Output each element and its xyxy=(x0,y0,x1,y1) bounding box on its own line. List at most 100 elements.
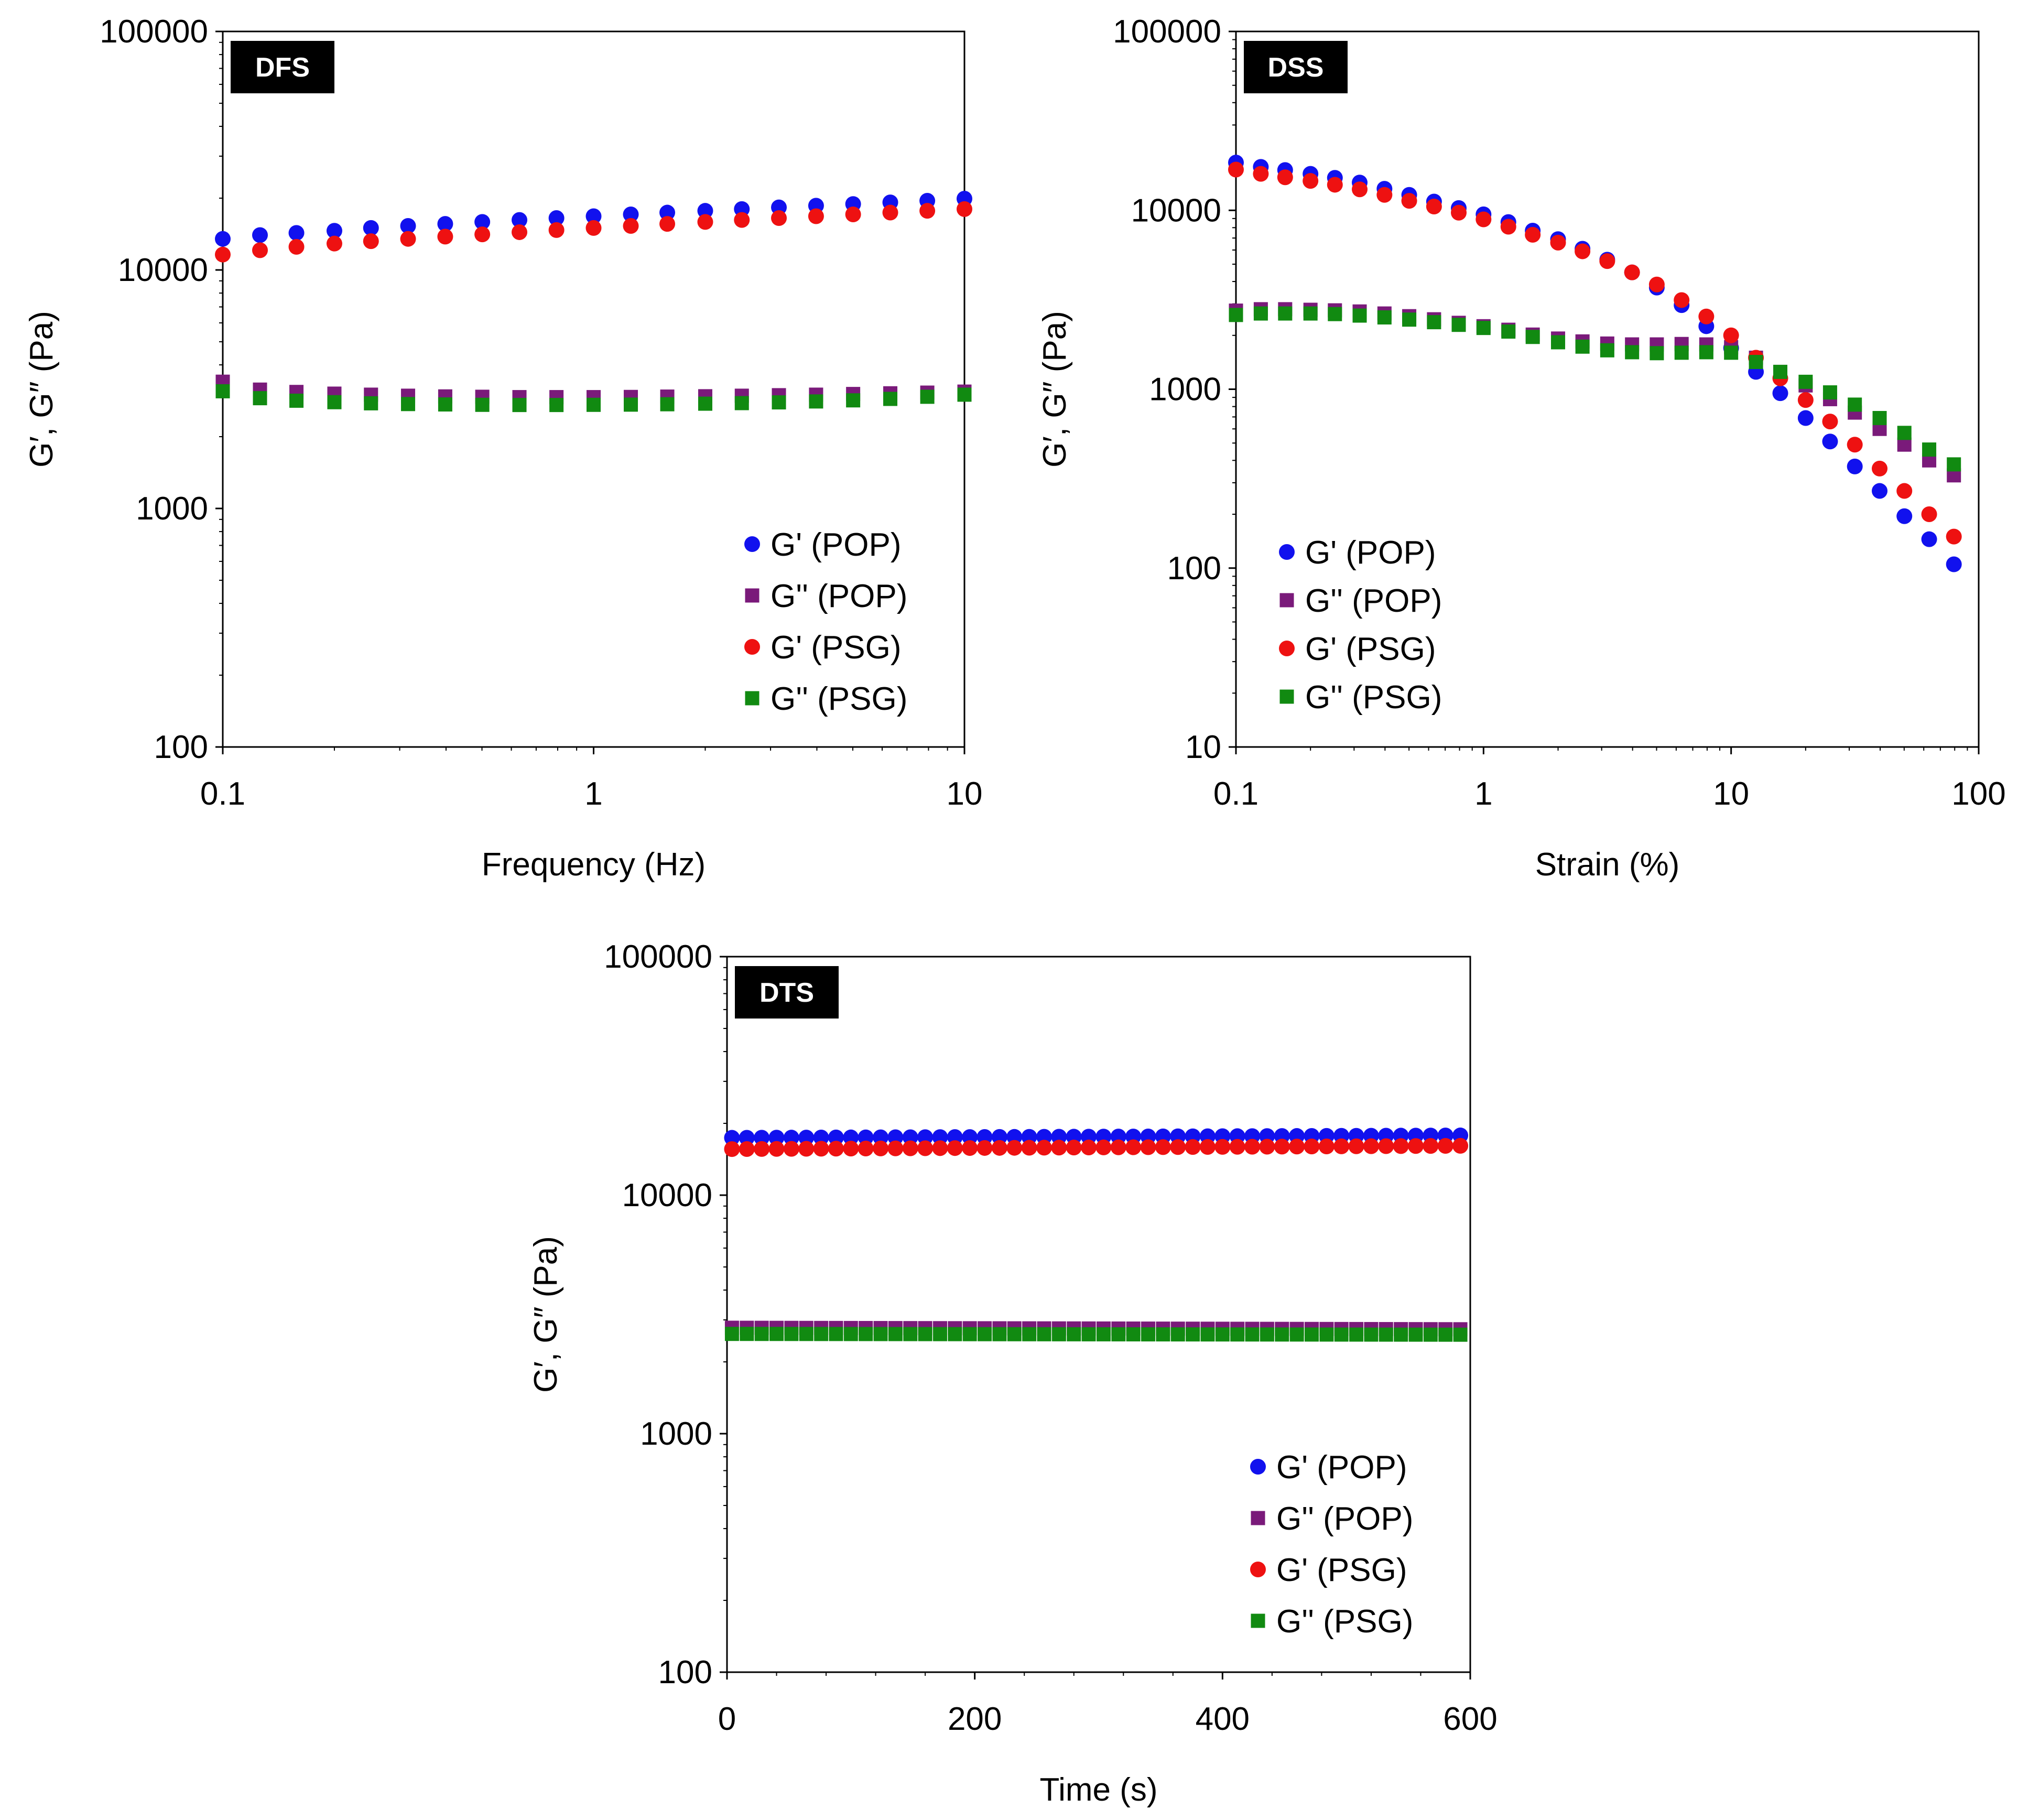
data-point xyxy=(917,1129,934,1145)
data-point xyxy=(1376,187,1393,203)
data-point xyxy=(1327,177,1343,193)
data-point xyxy=(1244,1139,1261,1155)
data-point xyxy=(252,242,268,258)
data-point xyxy=(772,395,786,410)
data-point xyxy=(1156,1327,1170,1342)
data-point xyxy=(1275,1327,1289,1342)
data-point xyxy=(734,201,750,217)
data-point xyxy=(1872,483,1888,499)
data-point xyxy=(1947,457,1961,472)
legend-label: G'' (PSG) xyxy=(1305,679,1442,716)
data-point xyxy=(768,1130,785,1146)
data-point xyxy=(400,218,416,234)
data-point xyxy=(1453,1327,1468,1342)
data-point xyxy=(734,212,750,228)
data-point xyxy=(1476,321,1491,335)
data-point xyxy=(1872,460,1888,476)
data-point xyxy=(698,396,712,411)
data-point xyxy=(1333,1138,1350,1154)
data-point xyxy=(623,206,639,222)
data-point xyxy=(1551,335,1566,350)
data-point xyxy=(1081,1140,1097,1156)
series-0 xyxy=(1228,155,1962,572)
data-point xyxy=(401,397,416,411)
data-point xyxy=(253,391,267,406)
data-point xyxy=(1036,1140,1053,1156)
plot-frame xyxy=(726,956,1471,1673)
data-point xyxy=(873,1327,888,1341)
data-point xyxy=(813,1141,829,1157)
data-point xyxy=(1674,345,1689,360)
data-point xyxy=(1773,364,1787,379)
data-point xyxy=(1334,1327,1349,1342)
data-point xyxy=(769,1327,784,1341)
legend-label: G'' (PSG) xyxy=(1276,1604,1413,1640)
x-tick-label: 1 xyxy=(584,776,602,812)
series-2 xyxy=(1228,161,1962,545)
data-point xyxy=(947,1129,963,1145)
data-point xyxy=(739,1141,755,1157)
data-point xyxy=(1170,1128,1186,1144)
panel-badge xyxy=(1244,41,1348,93)
data-point xyxy=(1110,1139,1126,1155)
data-point xyxy=(845,206,861,222)
data-point xyxy=(957,201,972,217)
legend-marker xyxy=(745,588,760,603)
data-point xyxy=(1215,1327,1230,1342)
data-point xyxy=(768,1141,785,1157)
legend-label: G' (PSG) xyxy=(771,630,902,666)
data-point xyxy=(288,225,305,241)
y-tick-label: 100 xyxy=(658,1654,712,1691)
data-point xyxy=(1599,253,1615,269)
data-point xyxy=(1155,1139,1171,1155)
legend-label: G'' (POP) xyxy=(771,578,907,614)
data-point xyxy=(754,1130,770,1146)
legend-marker xyxy=(1279,689,1294,704)
data-point xyxy=(1378,1138,1394,1154)
data-point xyxy=(288,239,305,255)
data-point xyxy=(1022,1327,1037,1341)
panel-badge xyxy=(231,41,334,93)
data-point xyxy=(1674,292,1690,308)
data-point xyxy=(808,208,824,224)
data-point xyxy=(932,1140,948,1156)
data-point xyxy=(1600,343,1614,358)
data-point xyxy=(724,1130,740,1146)
data-point xyxy=(991,1140,1007,1156)
data-point xyxy=(512,212,528,228)
data-point xyxy=(1650,346,1664,361)
data-point xyxy=(814,1327,829,1341)
data-point xyxy=(289,393,304,408)
x-axis-title: Strain (%) xyxy=(1535,847,1680,883)
data-point xyxy=(754,1327,769,1341)
data-point xyxy=(1797,410,1814,426)
data-point xyxy=(438,397,452,412)
data-point xyxy=(1051,1129,1067,1145)
data-point xyxy=(992,1327,1007,1341)
data-point xyxy=(1575,243,1591,259)
data-point xyxy=(1140,1139,1156,1155)
data-point xyxy=(1304,1327,1319,1342)
data-point xyxy=(902,1140,918,1156)
legend: G' (POP) G'' (POP) G' (PSG) G'' (PSG) xyxy=(744,527,907,717)
x-tick-label: 1 xyxy=(1474,776,1492,812)
data-point xyxy=(1408,1138,1424,1154)
panel-badge-label: DTS xyxy=(760,978,814,1008)
data-point xyxy=(1200,1327,1215,1342)
data-point xyxy=(829,1327,843,1341)
data-point xyxy=(1452,1138,1469,1154)
data-point xyxy=(1847,437,1863,453)
legend-marker xyxy=(744,536,760,552)
data-point xyxy=(1624,264,1640,280)
data-point xyxy=(1349,1327,1364,1342)
data-point xyxy=(400,231,416,247)
data-point xyxy=(1423,1327,1438,1342)
x-axis-title: Frequency (Hz) xyxy=(482,847,706,883)
data-point xyxy=(1451,204,1467,221)
data-point xyxy=(326,223,342,239)
data-point xyxy=(1451,318,1466,332)
data-point xyxy=(659,204,676,221)
legend-marker xyxy=(1250,1459,1266,1475)
panel-badge-label: DSS xyxy=(1268,52,1324,83)
